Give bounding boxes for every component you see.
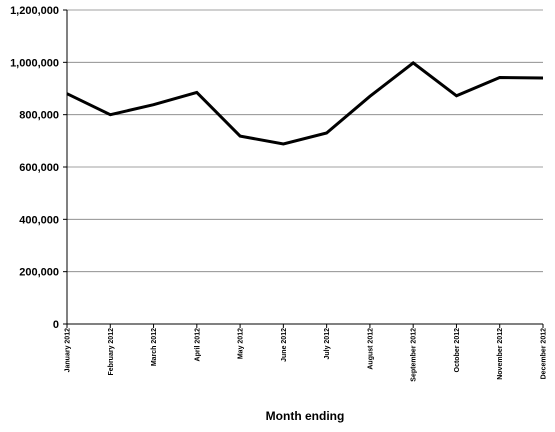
x-tick-label: August 2012 <box>367 328 374 370</box>
y-tick-label: 400,000 <box>19 214 59 226</box>
x-tick-label: April 2012 <box>194 328 201 362</box>
gridlines <box>67 9 543 273</box>
x-tick-label: December 2012 <box>541 328 548 379</box>
x-axis-ticks: January 2012 February 2012 March 2012 April… <box>65 324 548 382</box>
x-tick-label: July 2012 <box>324 328 331 360</box>
x-tick-label: September 2012 <box>411 328 418 382</box>
x-tick-label: June 2012 <box>281 328 288 362</box>
y-tick-label: 600,000 <box>19 162 59 174</box>
y-tick-label: 800,000 <box>19 110 59 122</box>
x-tick-label: November 2012 <box>497 328 504 380</box>
y-tick-label: 1,200,000 <box>10 5 59 17</box>
x-tick-label: May 2012 <box>238 328 245 359</box>
y-tick-label: 200,000 <box>19 267 59 279</box>
y-tick-label: 1,000,000 <box>10 57 59 69</box>
x-tick-label: March 2012 <box>151 328 158 366</box>
x-tick-label: January 2012 <box>65 328 72 372</box>
x-tick-label: February 2012 <box>108 328 115 376</box>
x-axis-title: Month ending <box>266 409 345 423</box>
series-line <box>66 61 544 146</box>
y-axis-ticks: 0 200,000 400,000 600,000 800,000 1,000,000 1,… <box>10 5 67 331</box>
series-lines <box>66 61 544 146</box>
y-tick-label: 0 <box>53 319 59 331</box>
x-tick-label: October 2012 <box>454 328 461 372</box>
